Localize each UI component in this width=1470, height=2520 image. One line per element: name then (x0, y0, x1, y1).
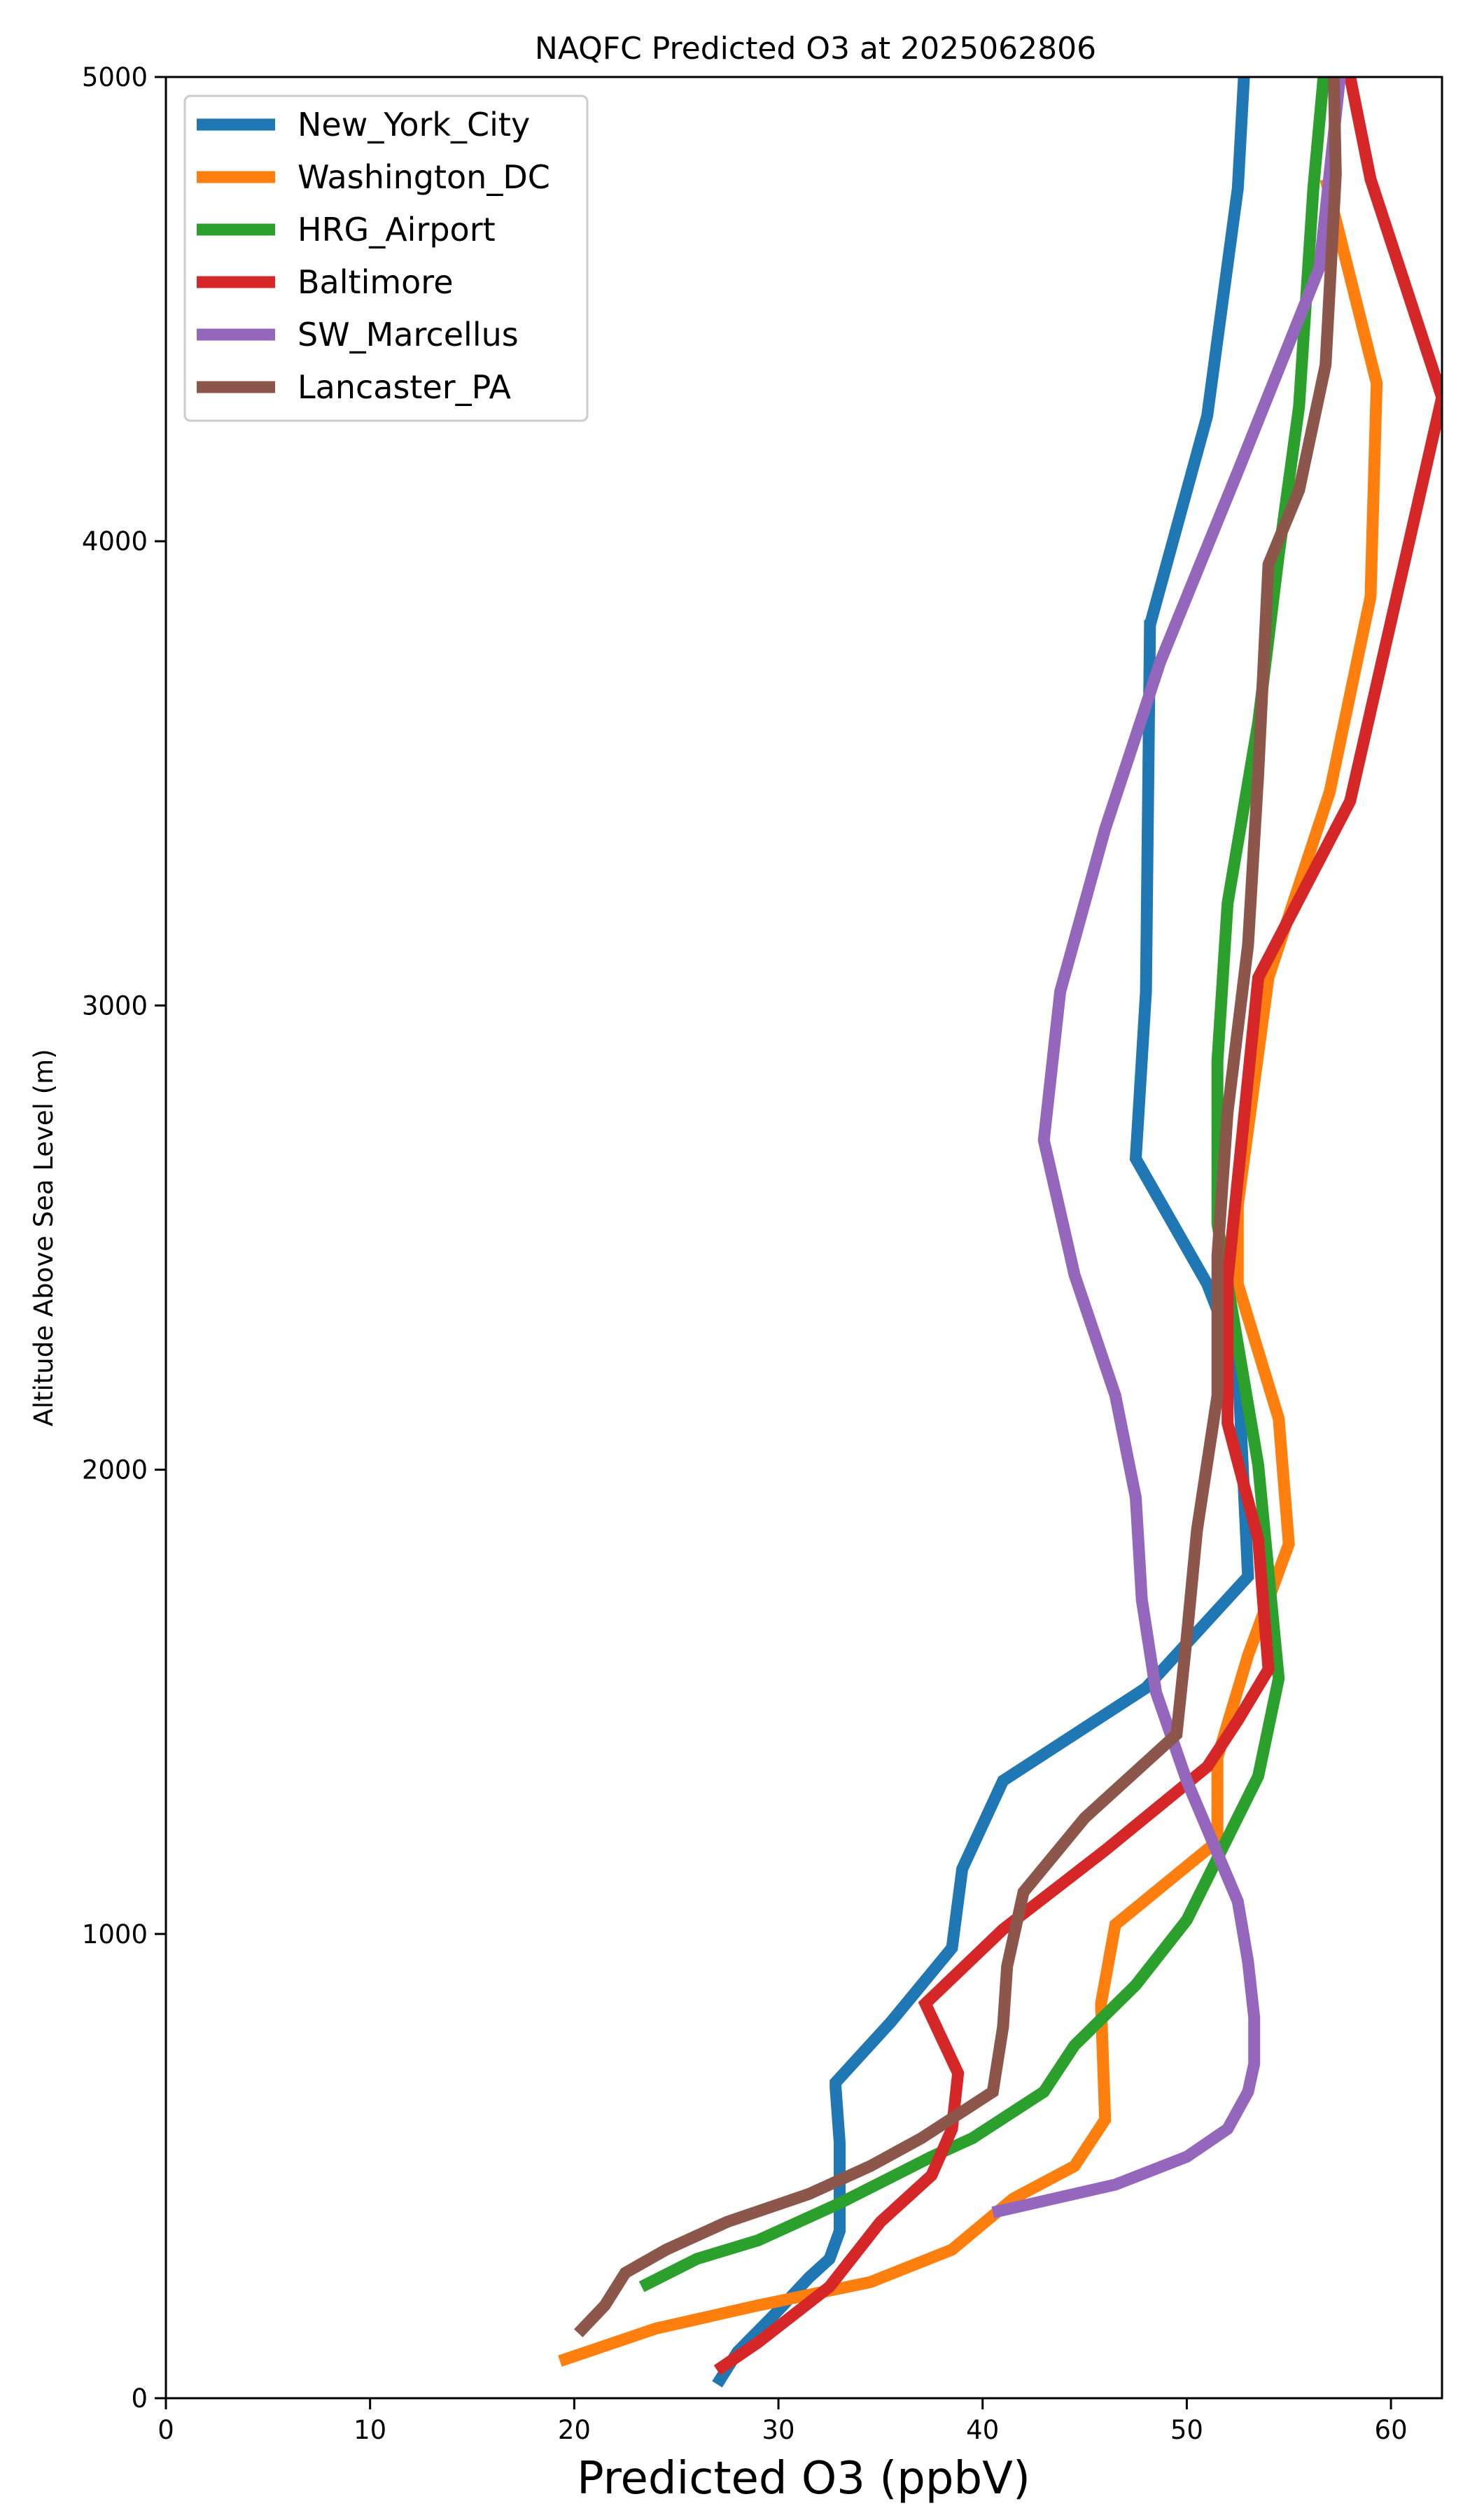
x-tick-label: 60 (1375, 2415, 1408, 2445)
legend-box (183, 94, 589, 422)
legend: New_York_City Washington_DC HRG_Airport Bal… (183, 94, 589, 422)
y-tick-label: 3000 (82, 990, 148, 1021)
x-tick-label: 10 (354, 2415, 386, 2445)
legend-label: SW_Marcellus (298, 316, 519, 354)
y-axis-label: Altitude Above Sea Level (m) (29, 1049, 59, 1426)
chart-title: NAQFC Predicted O3 at 2025062806 (535, 31, 1096, 66)
legend-label: New_York_City (298, 106, 530, 144)
y-tick-label: 5000 (82, 62, 148, 92)
legend-label: HRG_Airport (298, 211, 496, 248)
x-tick-label: 50 (1170, 2415, 1203, 2445)
y-tick-label: 2000 (82, 1455, 148, 1485)
plot-frame (164, 76, 1443, 2400)
x-axis-label: Predicted O3 (ppbV) (577, 2453, 1030, 2505)
series-line-new-york-city (712, 77, 1254, 2388)
x-axis-ticks: 0 10 20 30 40 50 60 (158, 2398, 1408, 2445)
y-tick-label: 0 (131, 2384, 148, 2414)
series-line-washington-dc (558, 177, 1383, 2367)
y-axis-ticks: 0 1000 2000 3000 4000 5000 (82, 62, 166, 2414)
legend-label: Lancaster_PA (298, 368, 511, 406)
series-line-lancaster-pa (574, 77, 1342, 2338)
series-line-baltimore (713, 77, 1442, 2376)
legend-label: Baltimore (298, 263, 454, 301)
x-tick-label: 40 (966, 2415, 999, 2445)
x-tick-label: 30 (762, 2415, 794, 2445)
series-layer (558, 77, 1442, 2388)
x-tick-label: 20 (558, 2415, 591, 2445)
legend-items: New_York_City Washington_DC HRG_Airport Bal… (197, 106, 550, 406)
legend-label: Washington_DC (298, 158, 550, 196)
series-line-sw-marcellus (991, 77, 1346, 2218)
y-tick-label: 1000 (82, 1919, 148, 1949)
y-tick-label: 4000 (82, 526, 148, 556)
x-tick-label: 0 (158, 2415, 174, 2445)
